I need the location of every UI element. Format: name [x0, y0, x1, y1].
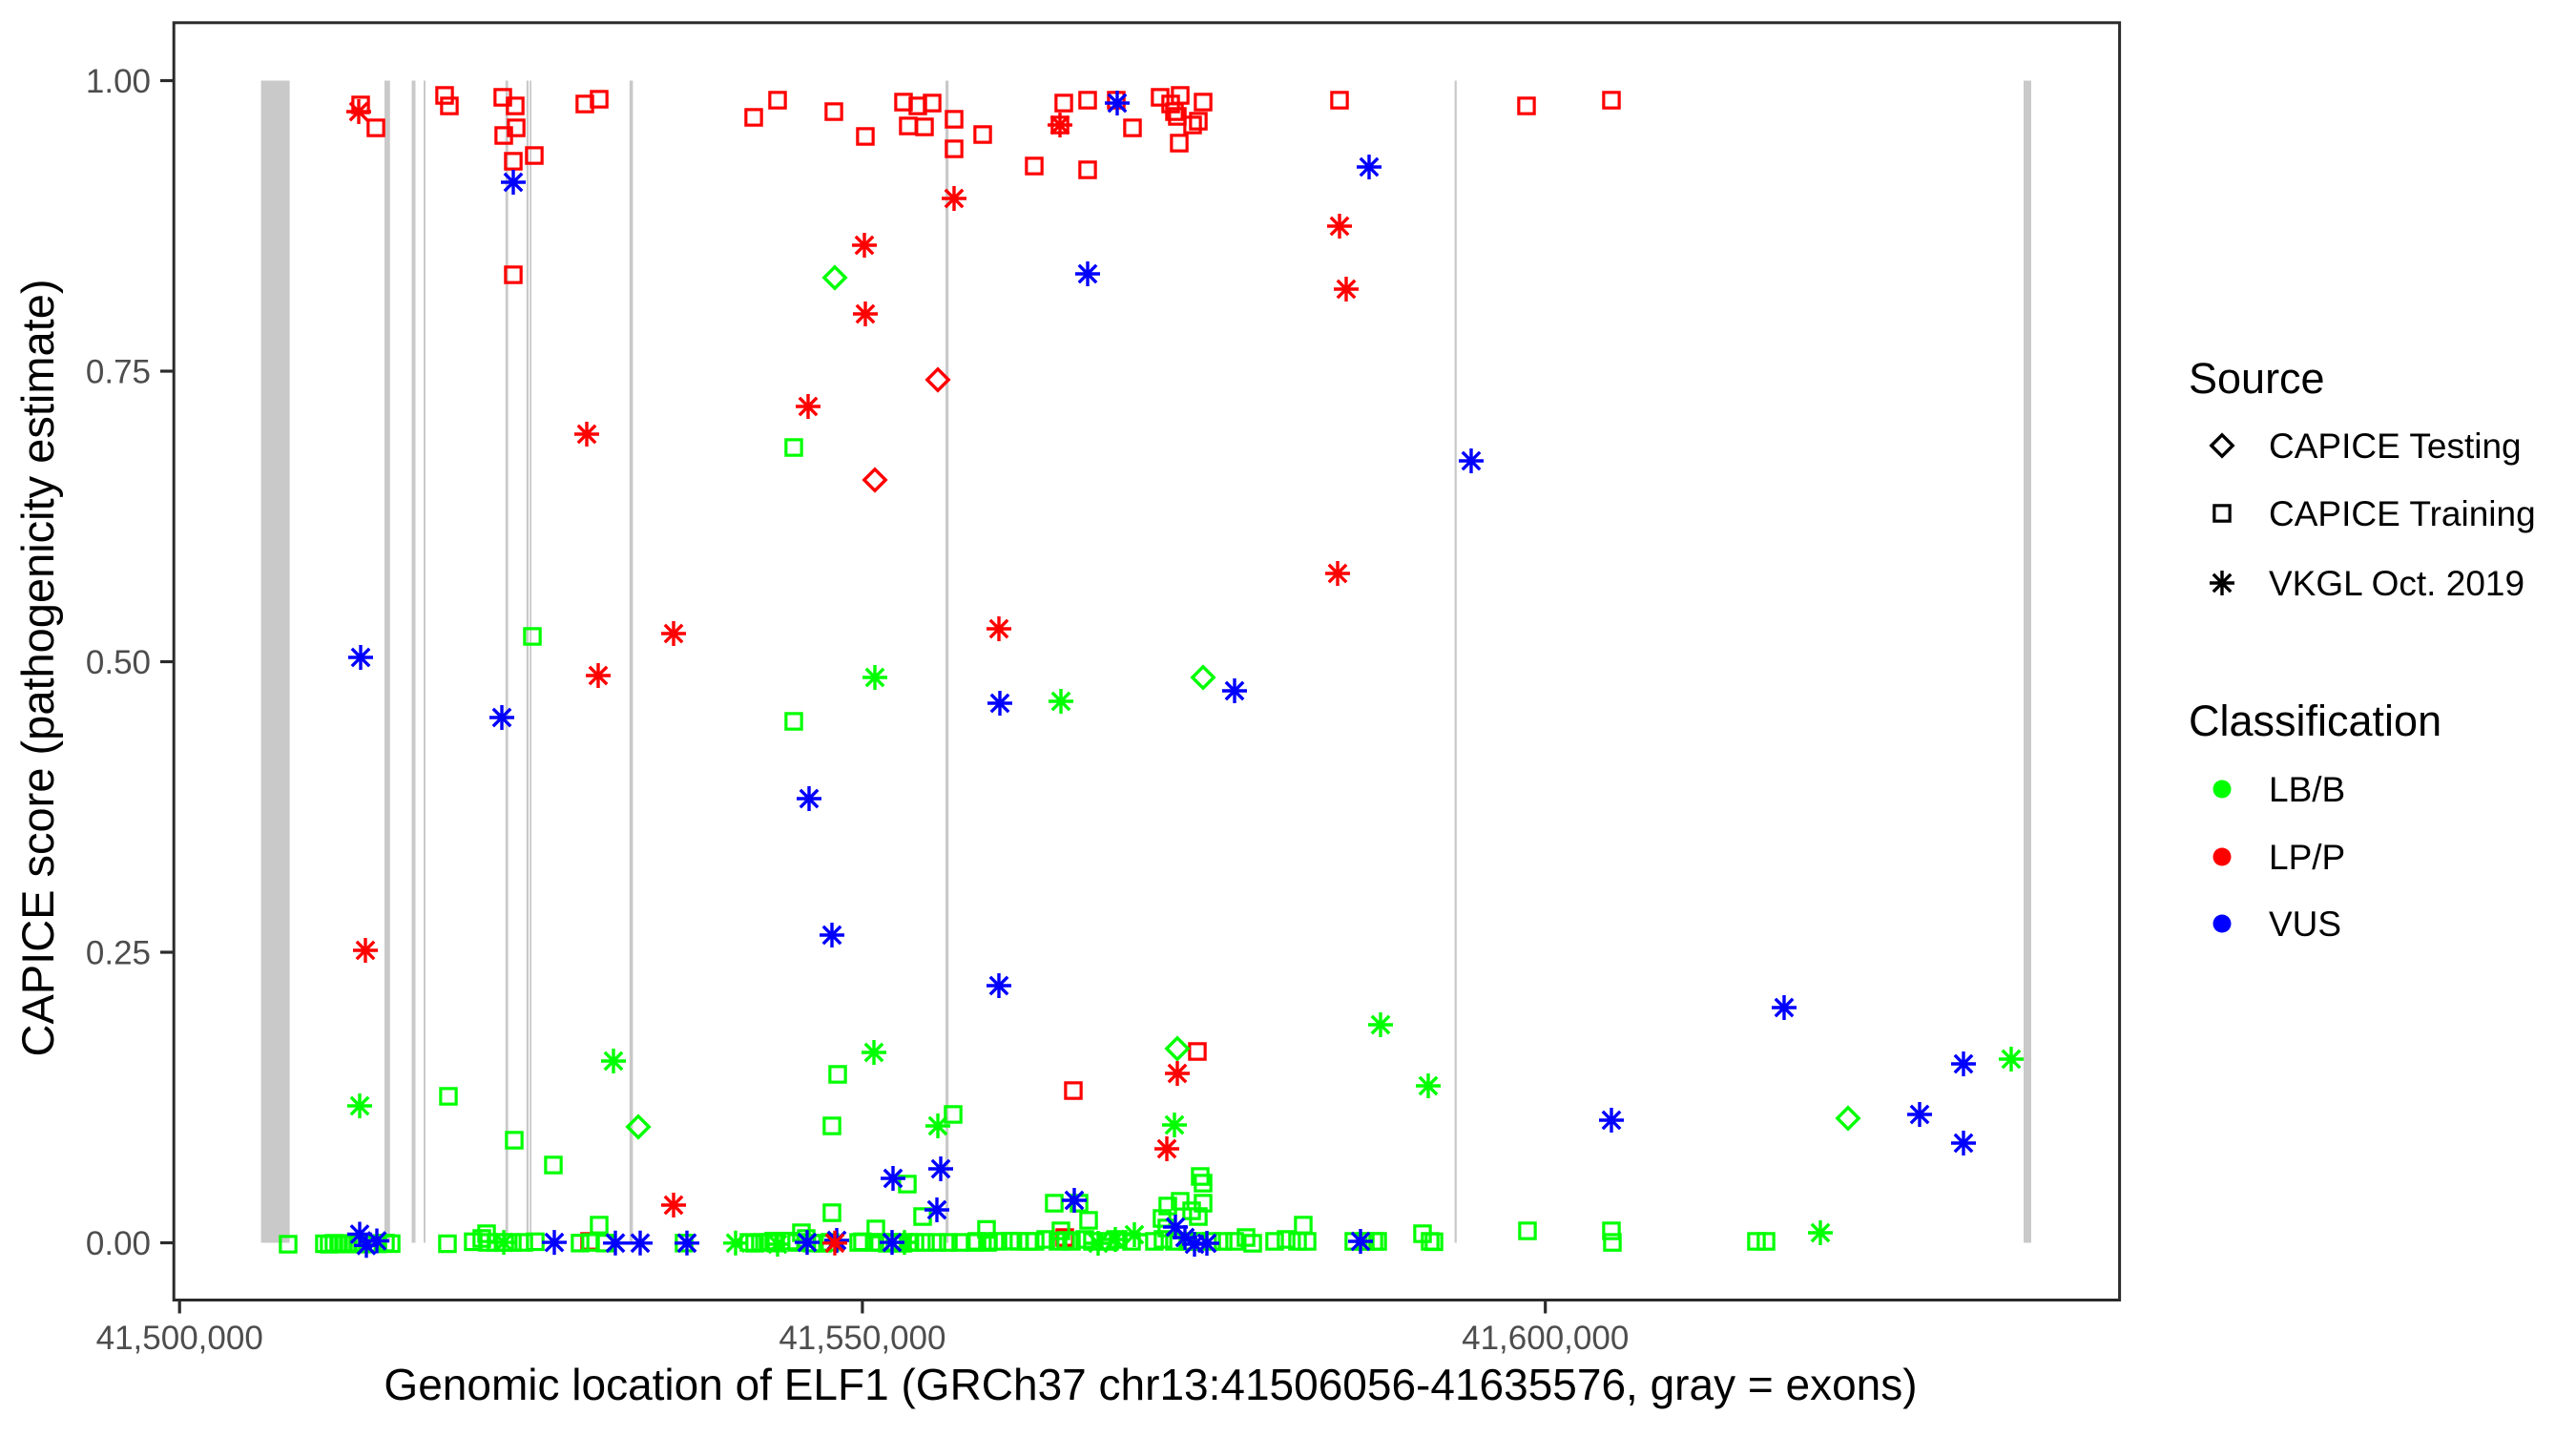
svg-text:Classification: Classification: [2189, 697, 2441, 745]
svg-text:0.00: 0.00: [86, 1225, 151, 1262]
svg-text:LP/P: LP/P: [2269, 838, 2345, 877]
svg-text:CAPICE Training: CAPICE Training: [2269, 494, 2536, 533]
svg-text:1.00: 1.00: [86, 63, 151, 100]
svg-text:41,500,000: 41,500,000: [96, 1320, 263, 1357]
svg-text:0.25: 0.25: [86, 935, 151, 972]
svg-text:VUS: VUS: [2269, 905, 2341, 944]
svg-text:41,550,000: 41,550,000: [779, 1320, 945, 1357]
svg-text:CAPICE Testing: CAPICE Testing: [2269, 427, 2522, 466]
svg-text:0.50: 0.50: [86, 644, 151, 681]
svg-text:VKGL Oct. 2019: VKGL Oct. 2019: [2269, 564, 2524, 603]
svg-text:LB/B: LB/B: [2269, 770, 2345, 809]
svg-text:CAPICE score (pathogenicity es: CAPICE score (pathogenicity estimate): [12, 280, 63, 1057]
svg-text:0.75: 0.75: [86, 354, 151, 391]
svg-text:Source: Source: [2189, 354, 2325, 403]
svg-text:Genomic location of ELF1 (GRCh: Genomic location of ELF1 (GRCh37 chr13:4…: [384, 1360, 1917, 1409]
svg-text:41,600,000: 41,600,000: [1462, 1320, 1629, 1357]
